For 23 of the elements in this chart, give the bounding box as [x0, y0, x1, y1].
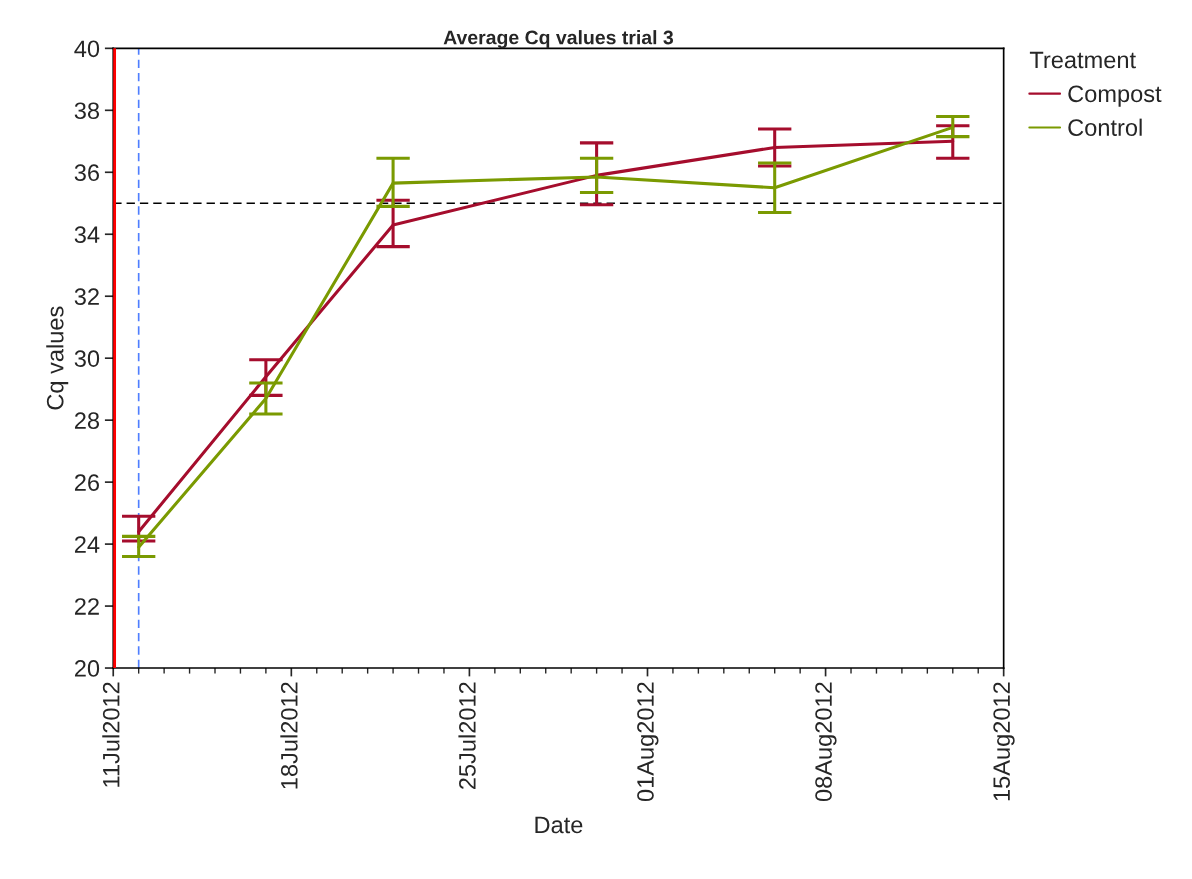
y-tick-label: 24 — [74, 536, 100, 553]
y-tick-label: 20 — [74, 660, 100, 677]
y-tick-label: 36 — [74, 164, 100, 182]
y-tick-label: 32 — [74, 288, 99, 306]
x-tick-label: 25Jul2012 — [458, 682, 476, 790]
y-tick-label: 40 — [74, 40, 100, 58]
y-tick-label: 26 — [74, 474, 100, 491]
legend-title: Treatment — [1029, 51, 1136, 69]
x-tick-label: 18Jul2012 — [280, 682, 298, 789]
y-tick-label: 22 — [74, 598, 99, 615]
y-axis-title: Cq values — [46, 306, 69, 410]
chart-title: Average Cq values trial 3 — [443, 30, 674, 49]
y-tick-label: 34 — [74, 226, 100, 244]
legend-label: Compost — [1068, 85, 1162, 107]
x-tick-label: 08Aug2012 — [815, 682, 837, 802]
y-tick-label: 28 — [74, 412, 100, 429]
y-tick-label: 38 — [74, 102, 100, 120]
x-axis-title: Date — [535, 816, 583, 834]
x-tick-label: 11Jul2012 — [102, 682, 120, 787]
y-tick-label: 30 — [74, 350, 100, 367]
x-tick-label: 01Aug2012 — [637, 682, 659, 802]
x-tick-label: 15Aug2012 — [993, 682, 1015, 801]
legend-label: Control — [1068, 118, 1142, 136]
